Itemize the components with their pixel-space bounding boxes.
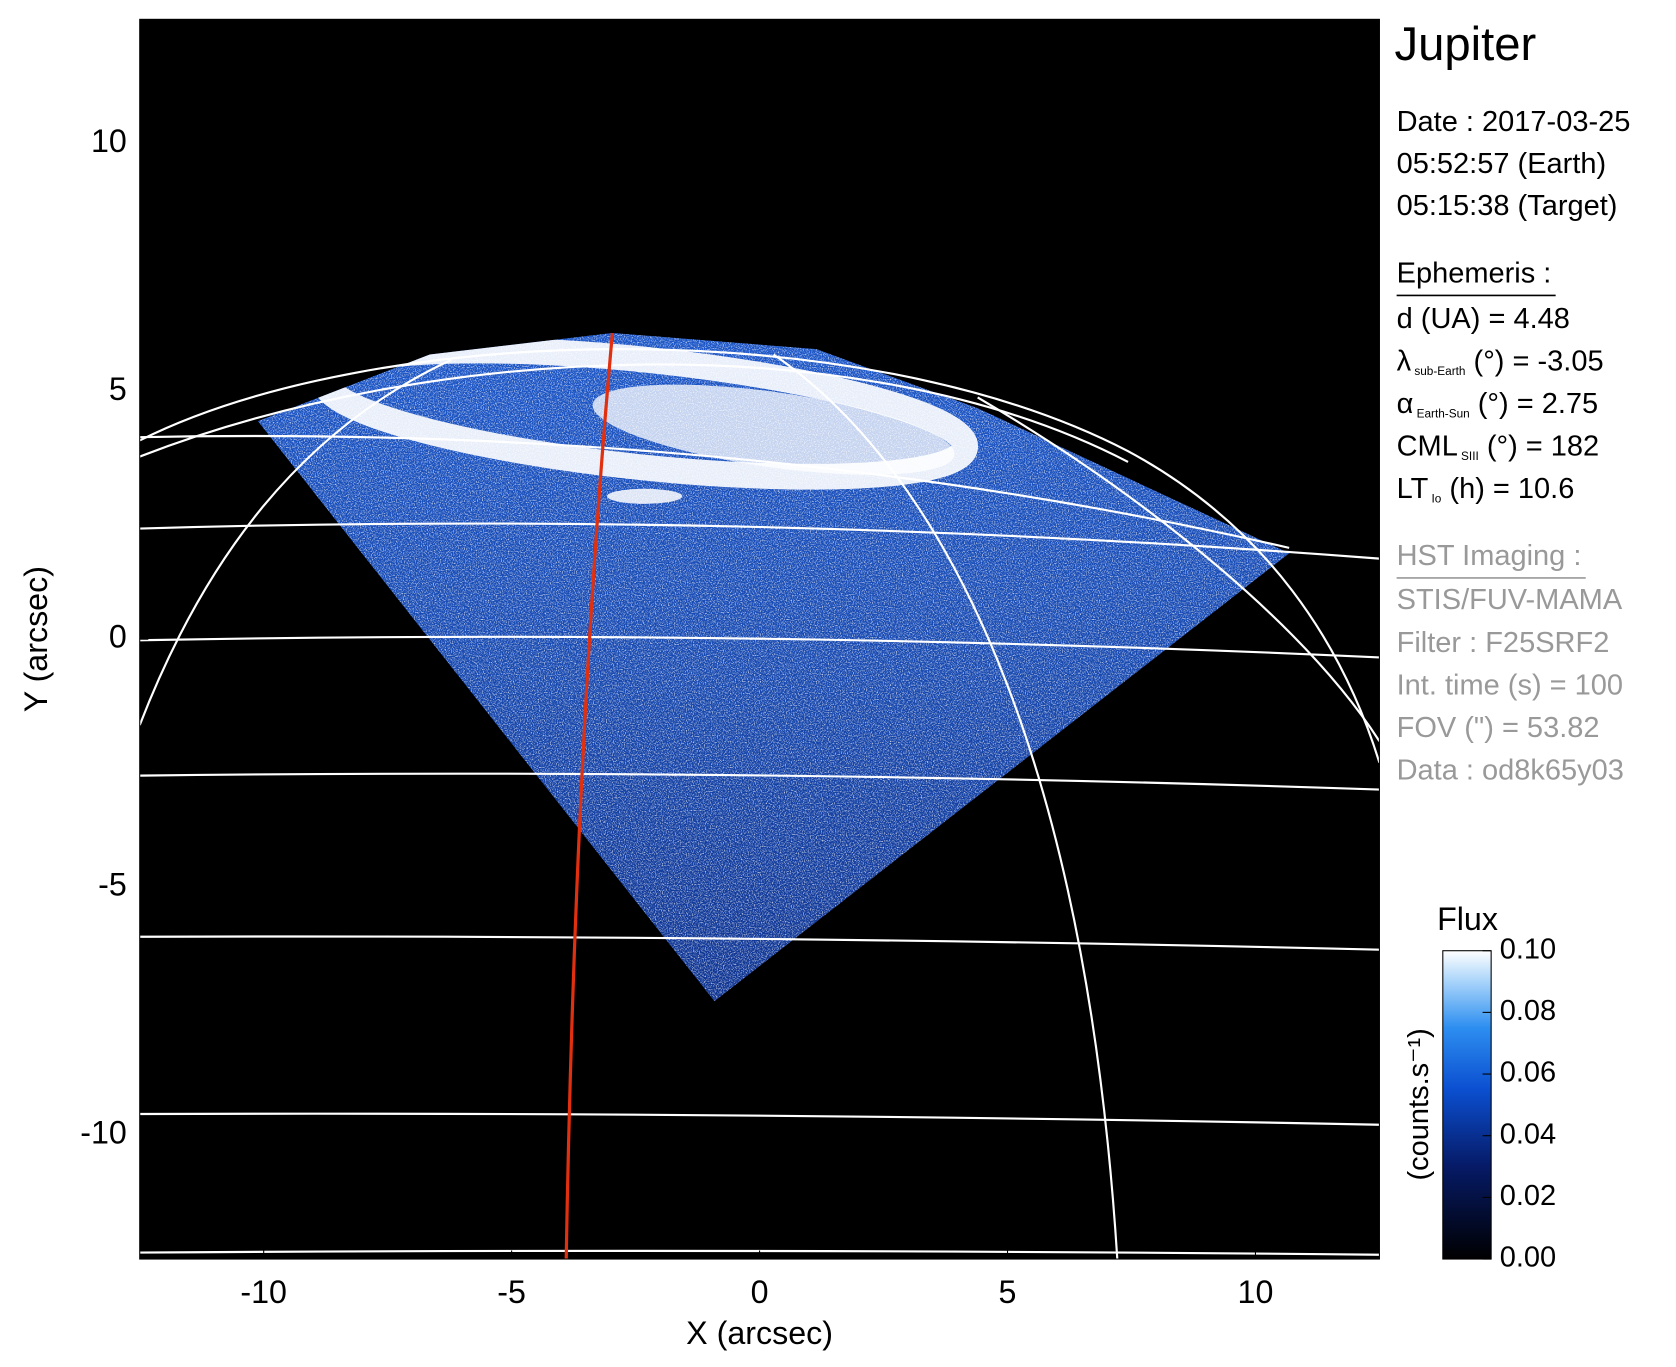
limb	[139, 348, 1380, 764]
subscript: Earth-Sun	[1417, 407, 1470, 421]
x-tick-label: 10	[1238, 1274, 1274, 1310]
latitude-line	[139, 1249, 1380, 1256]
symbol: LT	[1397, 473, 1429, 505]
colorbar-tick-label: 0.02	[1500, 1180, 1556, 1212]
colorbar-tick-label: 0.00	[1500, 1242, 1556, 1274]
section-title: Ephemeris :	[1397, 258, 1552, 290]
imaging-line: Filter : F25SRF2	[1397, 627, 1610, 659]
y-tick-label: -10	[80, 1115, 127, 1151]
image	[139, 19, 1380, 1260]
line-text: (h) = 10.6	[1441, 473, 1574, 505]
imaging-line: Data : od8k65y03	[1397, 754, 1624, 786]
colorbar	[1442, 950, 1492, 1260]
date-line: 05:52:57 (Earth)	[1397, 148, 1607, 180]
date-line: Date : 2017-03-25	[1397, 106, 1631, 138]
y-tick-label: 10	[91, 123, 127, 159]
line-text: (°) = -3.05	[1465, 345, 1603, 377]
colorbar-tick-label: 0.10	[1500, 933, 1556, 965]
x-tick-label: 5	[999, 1274, 1017, 1310]
x-axis-label: X (arcsec)	[686, 1315, 833, 1351]
subscript: Io	[1432, 492, 1442, 506]
longitude-line	[139, 358, 452, 726]
subscript: SIII	[1461, 449, 1479, 463]
latitude-line	[139, 772, 1380, 791]
x-tick-label: 0	[751, 1274, 769, 1310]
aurora-spot	[607, 488, 683, 504]
y-tick-label: 5	[109, 371, 127, 407]
colorbar-tick-label: 0.08	[1500, 995, 1556, 1027]
imaging-line: FOV (") = 53.82	[1397, 712, 1600, 744]
line-text: d (UA) = 4.48	[1397, 303, 1570, 335]
ephemeris-line: λ sub-Earth (°) = -3.05	[1397, 345, 1604, 378]
y-tick-label: 0	[109, 619, 127, 655]
imaging-line: STIS/FUV-MAMA	[1397, 584, 1623, 616]
section-title: HST Imaging :	[1397, 540, 1582, 572]
latitude-line	[139, 1112, 1380, 1126]
projection-grid	[139, 348, 1380, 1260]
ephemeris-line: α Earth-Sun (°) = 2.75	[1397, 388, 1599, 421]
colorbar-title: Flux	[1437, 901, 1498, 937]
y-tick-label: -5	[98, 867, 127, 903]
y-axis-label: Y (arcsec)	[18, 566, 54, 712]
longitude-line	[772, 353, 1119, 1260]
line-text: (°) = 2.75	[1470, 388, 1598, 420]
ephemeris-line: d (UA) = 4.48	[1397, 303, 1570, 335]
aurora-core	[592, 384, 955, 475]
latitude-line	[139, 635, 1380, 659]
ephemeris-line: CML SIII (°) = 182	[1397, 430, 1600, 463]
line-text: (°) = 182	[1479, 430, 1599, 462]
longitude-line	[977, 396, 1380, 742]
subscript: sub-Earth	[1414, 364, 1465, 378]
latitude-line	[139, 935, 1380, 951]
x-tick-label: -5	[497, 1274, 526, 1310]
colorbar-label: (counts.s⁻¹)	[1403, 1028, 1435, 1180]
central-meridian	[564, 332, 615, 1260]
colorbar-tick-label: 0.04	[1500, 1118, 1556, 1150]
symbol: CML	[1397, 430, 1458, 462]
chart-title: Jupiter	[1394, 18, 1536, 71]
colorbar-tick-label: 0.06	[1500, 1057, 1556, 1089]
symbol: α	[1397, 388, 1414, 420]
latitude-line	[139, 434, 1290, 549]
symbol: λ	[1397, 345, 1412, 377]
x-tick-label: -10	[240, 1274, 287, 1310]
date-line: 05:15:38 (Target)	[1397, 190, 1618, 222]
imaging-line: Int. time (s) = 100	[1397, 669, 1623, 701]
ephemeris-line: LT Io (h) = 10.6	[1397, 473, 1575, 506]
